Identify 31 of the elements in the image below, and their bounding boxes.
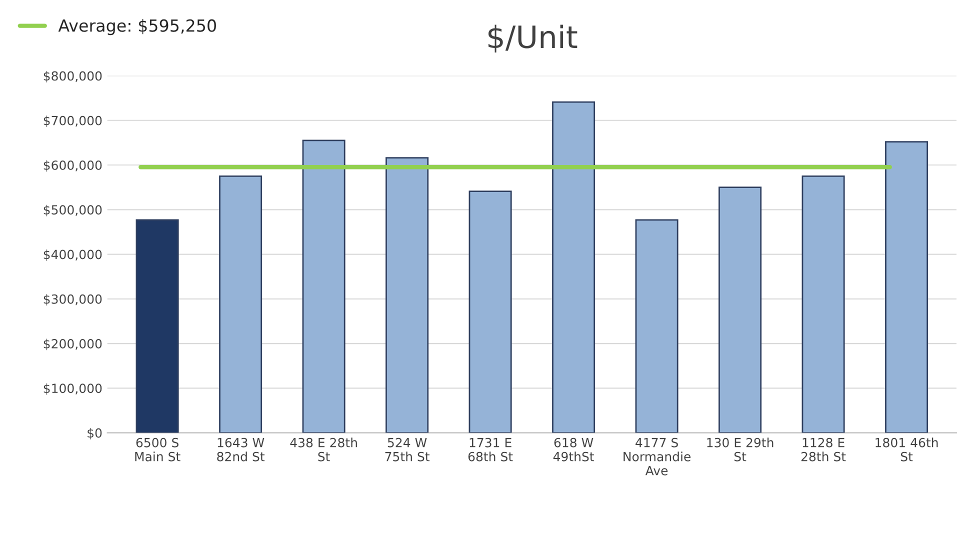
bar xyxy=(136,219,179,433)
y-tick-label: $300,000 xyxy=(44,294,102,306)
bar xyxy=(635,219,678,433)
bar xyxy=(386,157,429,433)
y-tick-label: $200,000 xyxy=(44,338,102,350)
x-tick-label: 618 W 49thSt xyxy=(553,438,594,462)
bar xyxy=(885,141,928,433)
x-tick-label: 130 E 29th St xyxy=(707,438,774,462)
x-tick-label: 4177 S Normandie Ave xyxy=(624,438,691,476)
chart-title: $/Unit xyxy=(488,24,578,52)
bar xyxy=(802,175,845,433)
x-tick-label: 1643 W 82nd St xyxy=(217,438,265,462)
x-tick-label: 524 W 75th St xyxy=(385,438,430,462)
bar xyxy=(219,175,262,433)
y-tick-label: $700,000 xyxy=(44,116,102,127)
y-tick-label: $800,000 xyxy=(44,70,102,82)
y-tick-label: $600,000 xyxy=(44,160,102,172)
bar xyxy=(302,140,346,433)
x-tick-label: 1801 46th St xyxy=(876,438,938,462)
x-tick-label: 6500 S Main St xyxy=(135,438,180,462)
bar xyxy=(552,101,596,433)
y-tick-label: $400,000 xyxy=(44,250,102,261)
x-tick-label: 1128 E 28th St xyxy=(801,438,846,462)
x-tick-label: 1731 E 68th St xyxy=(468,438,513,462)
y-tick-label: $500,000 xyxy=(44,204,102,216)
x-tick-label: 438 E 28th St xyxy=(290,438,357,462)
y-tick-label: $0 xyxy=(88,428,102,440)
y-tick-label: $100,000 xyxy=(44,383,102,395)
bar xyxy=(468,190,512,433)
bar xyxy=(718,186,762,433)
legend-label: Average: $595,250 xyxy=(58,18,216,36)
